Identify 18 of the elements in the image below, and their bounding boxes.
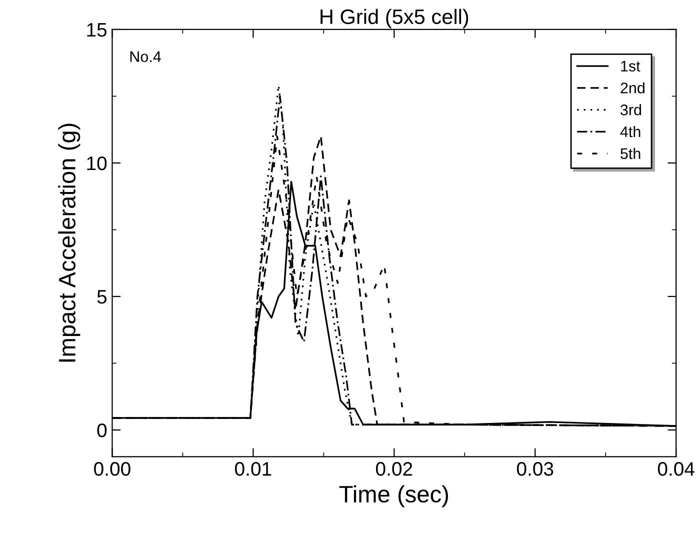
x-tick-label: 0.00	[94, 462, 130, 476]
x-tick-label: 0.04	[658, 462, 694, 476]
chart-title: H Grid (5x5 cell)	[320, 8, 468, 28]
legend-label: 4th	[620, 126, 640, 138]
x-tick-label: 0.01	[235, 462, 272, 476]
annotation: No.4	[130, 51, 161, 62]
legend-label: 2nd	[620, 82, 644, 94]
legend-label: 5th	[620, 148, 640, 160]
x-axis-title: Time (sec)	[339, 485, 448, 508]
x-tick-label: 0.03	[516, 462, 554, 476]
legend-label: 1st	[621, 60, 640, 72]
y-axis-title: Impact Acceleration (g)	[58, 124, 80, 362]
legend-label: 3rd	[620, 104, 642, 116]
y-tick-label: 0	[97, 423, 107, 438]
x-tick-label: 0.02	[376, 462, 412, 476]
y-tick-label: 5	[97, 290, 107, 304]
y-tick-label: 10	[87, 156, 107, 170]
y-tick-label: 15	[87, 23, 107, 37]
